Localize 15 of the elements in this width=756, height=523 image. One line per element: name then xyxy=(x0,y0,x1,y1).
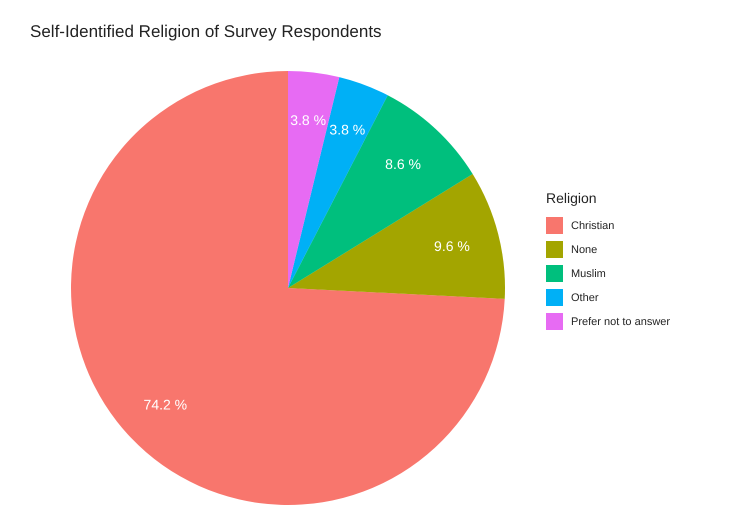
legend-label: Muslim xyxy=(571,268,606,280)
data-label: 74.2 % xyxy=(144,396,188,413)
chart-title: Self-Identified Religion of Survey Respondents xyxy=(30,22,382,42)
data-label: 9.6 % xyxy=(434,238,470,254)
legend-label: Prefer not to answer xyxy=(571,316,670,328)
data-label: 3.8 % xyxy=(290,112,326,128)
data-label: 3.8 % xyxy=(329,121,366,138)
pie-slice xyxy=(288,95,473,288)
legend-label: Christian xyxy=(571,220,614,232)
legend-title: Religion xyxy=(546,190,598,206)
legend-label: None xyxy=(571,244,598,256)
data-label: 8.6 % xyxy=(385,156,421,172)
pie-slice xyxy=(288,174,505,299)
pie-slice xyxy=(71,71,505,505)
legend-label: Other xyxy=(571,292,599,304)
